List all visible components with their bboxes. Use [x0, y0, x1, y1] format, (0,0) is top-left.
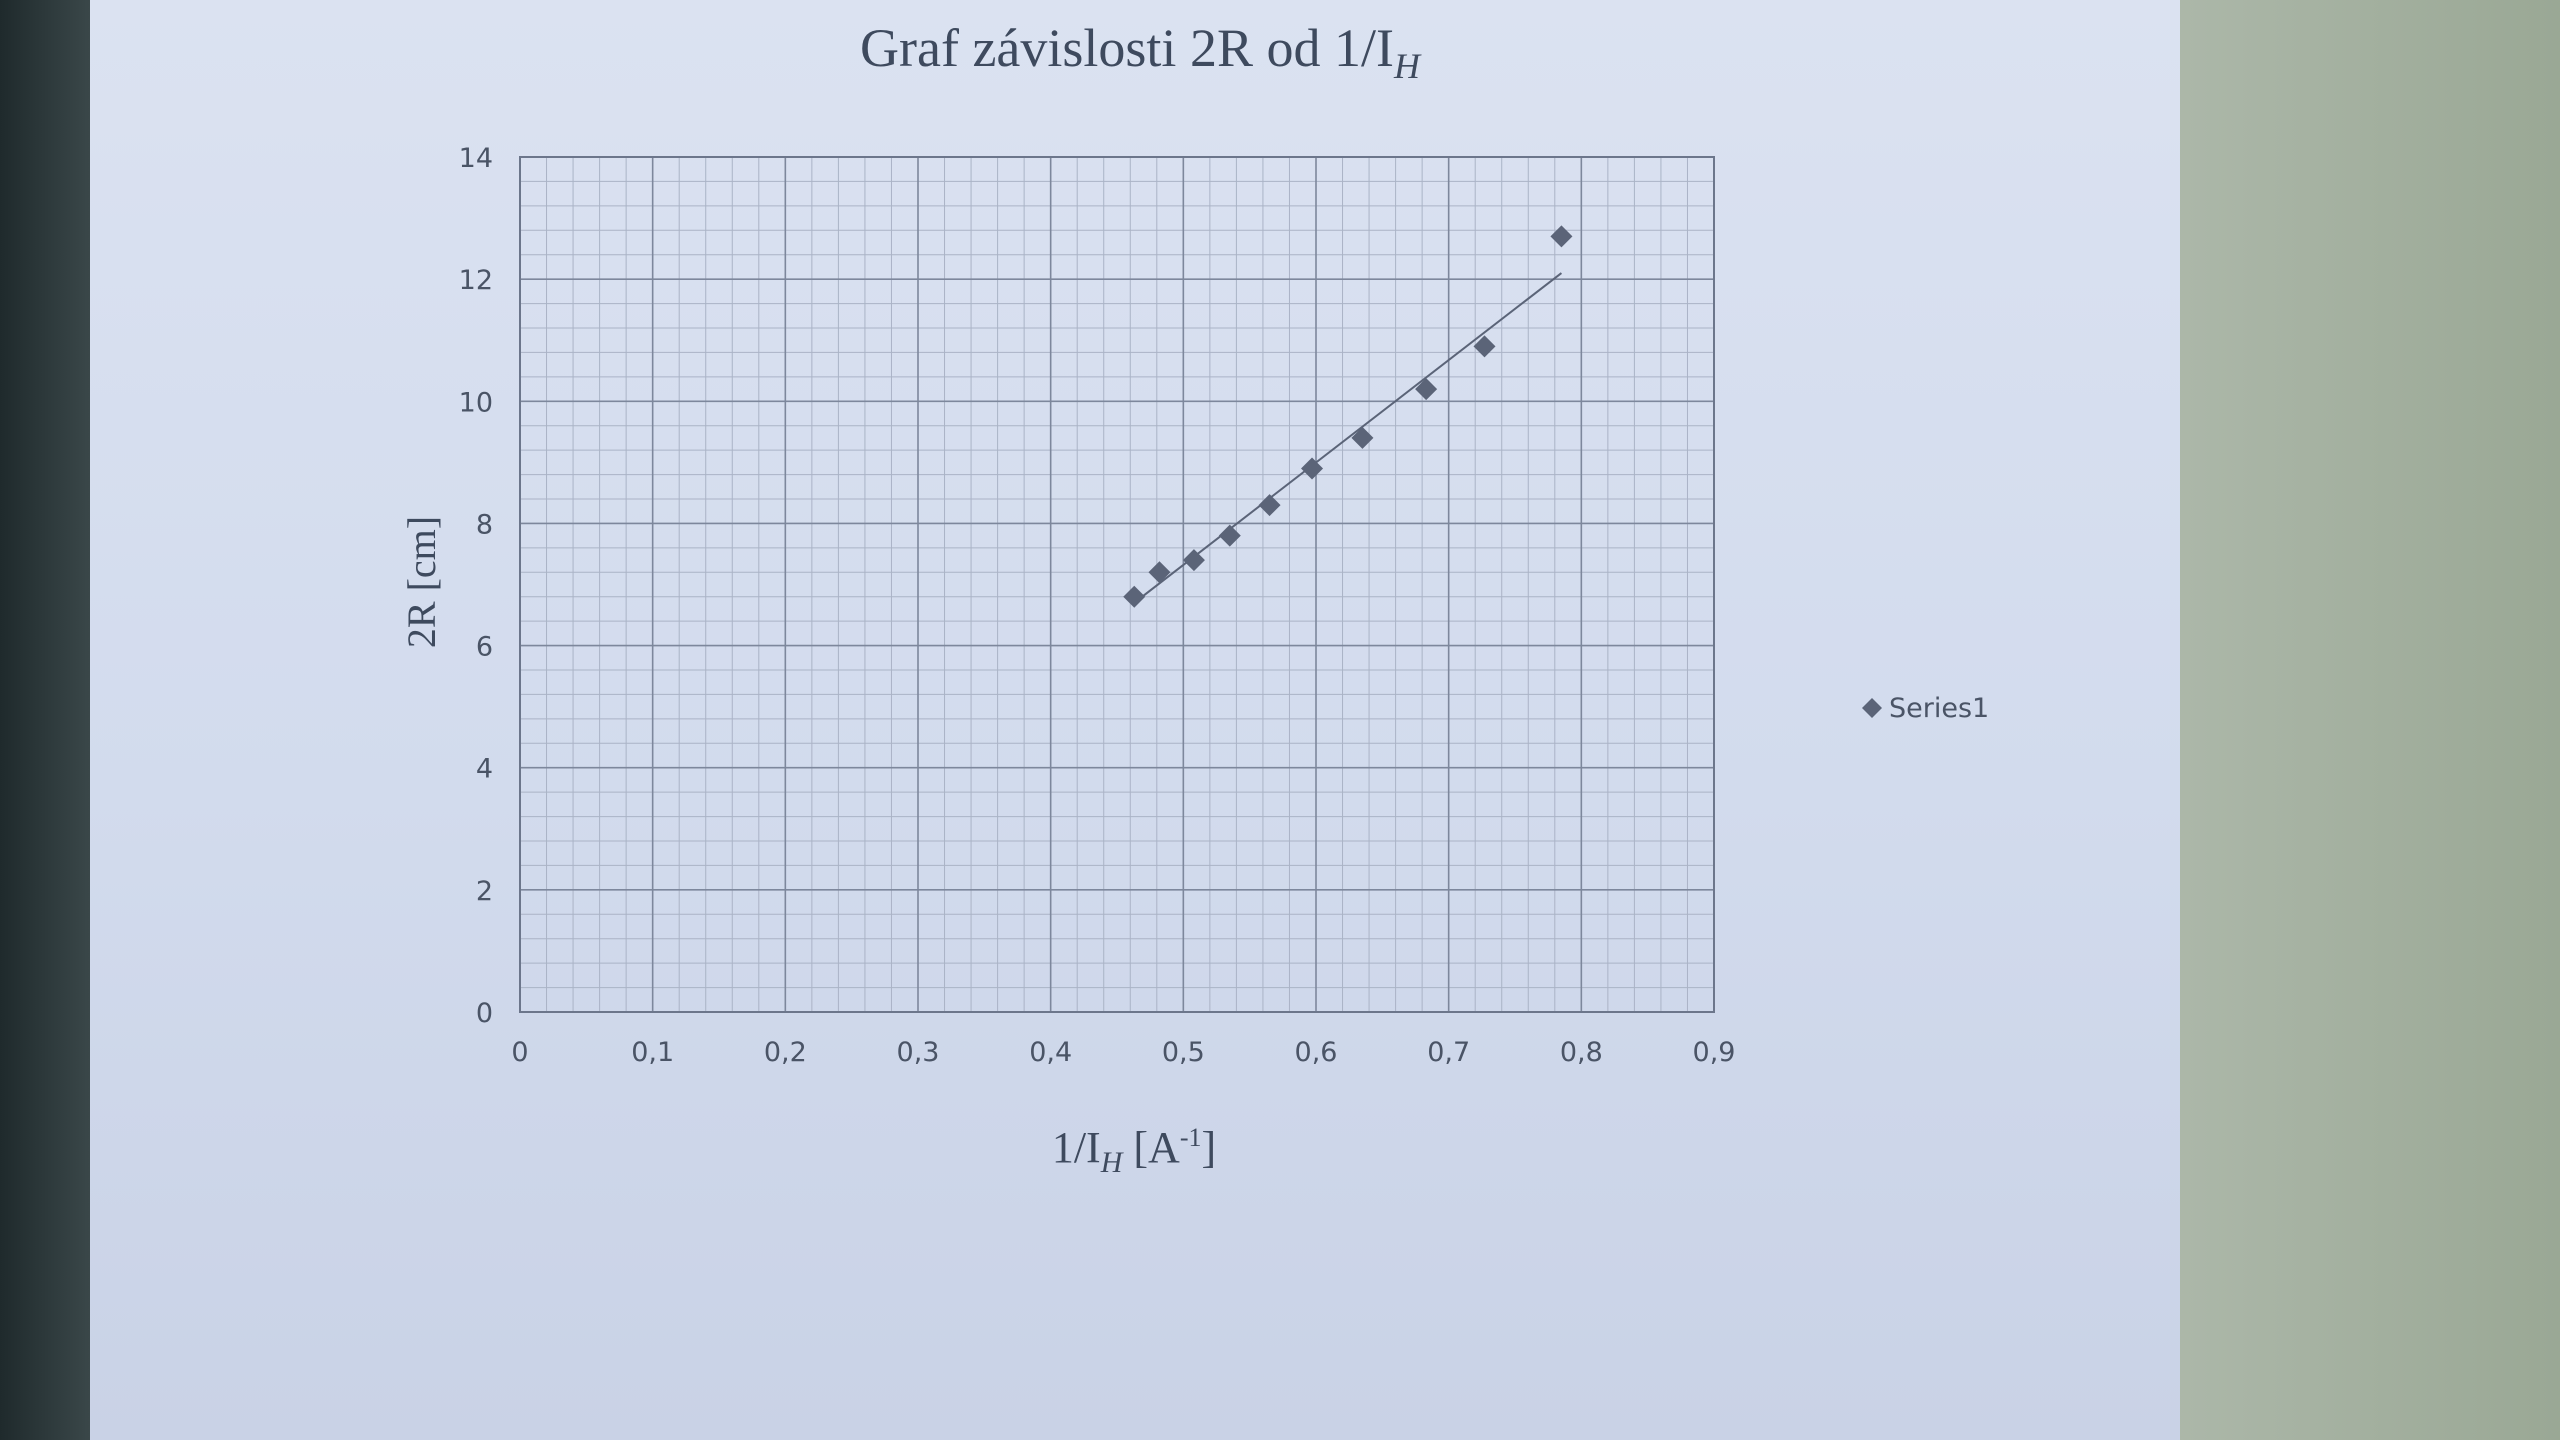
- data-point-diamond: [1218, 524, 1241, 547]
- chart-title-main: Graf závislosti 2R od 1/I: [860, 18, 1394, 78]
- data-points: [1123, 225, 1573, 608]
- data-point-diamond: [1351, 426, 1374, 449]
- y-tick-label: 2: [476, 876, 493, 907]
- x-tick-label: 0: [511, 1037, 528, 1068]
- x-axis-title-prefix: 1/I: [1052, 1123, 1101, 1172]
- chart-title-subscript: H: [1393, 46, 1422, 86]
- x-axis-title: 1/IH [A-1]: [1052, 1123, 1216, 1179]
- x-tick-label: 0,3: [897, 1037, 940, 1068]
- legend: Series1: [1862, 693, 1989, 724]
- x-tick-label: 0,7: [1427, 1037, 1470, 1068]
- backdrop-left: [0, 0, 90, 1440]
- y-tick-labels: 0 2 4 6 8 10 12 14: [459, 143, 493, 1029]
- y-tick-label: 0: [476, 998, 493, 1029]
- legend-series-label: Series1: [1889, 693, 1989, 724]
- data-point-diamond: [1182, 549, 1205, 572]
- y-axis-title: 2R [cm]: [399, 516, 444, 648]
- minor-gridlines: [519, 156, 1715, 1013]
- trendline: [1133, 272, 1563, 604]
- data-point-diamond: [1550, 225, 1573, 248]
- data-point-diamond: [1148, 561, 1171, 584]
- x-axis-title-unit: [A: [1122, 1123, 1180, 1172]
- x-tick-label: 0,8: [1560, 1037, 1603, 1068]
- trendline-group: [1133, 272, 1563, 604]
- x-axis-title-subscript: H: [1100, 1146, 1125, 1179]
- data-point-diamond: [1123, 585, 1146, 608]
- x-axis-title-superscript: -1: [1180, 1123, 1202, 1152]
- paper-sheet: [90, 0, 2180, 1440]
- data-point-diamond: [1258, 494, 1281, 517]
- x-tick-label: 0,4: [1029, 1037, 1072, 1068]
- axes: [519, 156, 1715, 1013]
- chart-title: Graf závislosti 2R od 1/IH: [860, 18, 1422, 86]
- y-tick-label: 6: [476, 632, 493, 663]
- y-tick-label: 10: [459, 387, 493, 418]
- x-tick-label: 0,1: [631, 1037, 674, 1068]
- x-tick-label: 0,6: [1295, 1037, 1338, 1068]
- x-tick-label: 0,2: [764, 1037, 807, 1068]
- y-tick-label: 4: [476, 754, 493, 785]
- y-tick-label: 12: [459, 265, 493, 296]
- y-tick-label: 14: [459, 143, 493, 174]
- x-tick-labels: 0 0,1 0,2 0,3 0,4 0,5 0,6 0,7 0,8 0,9: [511, 1037, 1735, 1068]
- x-axis-title-end: ]: [1202, 1123, 1217, 1172]
- data-point-diamond: [1473, 335, 1496, 358]
- major-gridlines: [519, 156, 1715, 1013]
- data-point-diamond: [1415, 378, 1438, 401]
- legend-marker-diamond-icon: [1862, 698, 1882, 718]
- x-tick-label: 0,9: [1693, 1037, 1736, 1068]
- plot-frame: [519, 156, 1715, 1013]
- backdrop-right: [2135, 0, 2560, 1440]
- x-tick-label: 0,5: [1162, 1037, 1205, 1068]
- data-point-diamond: [1301, 457, 1324, 480]
- y-tick-label: 8: [476, 509, 493, 540]
